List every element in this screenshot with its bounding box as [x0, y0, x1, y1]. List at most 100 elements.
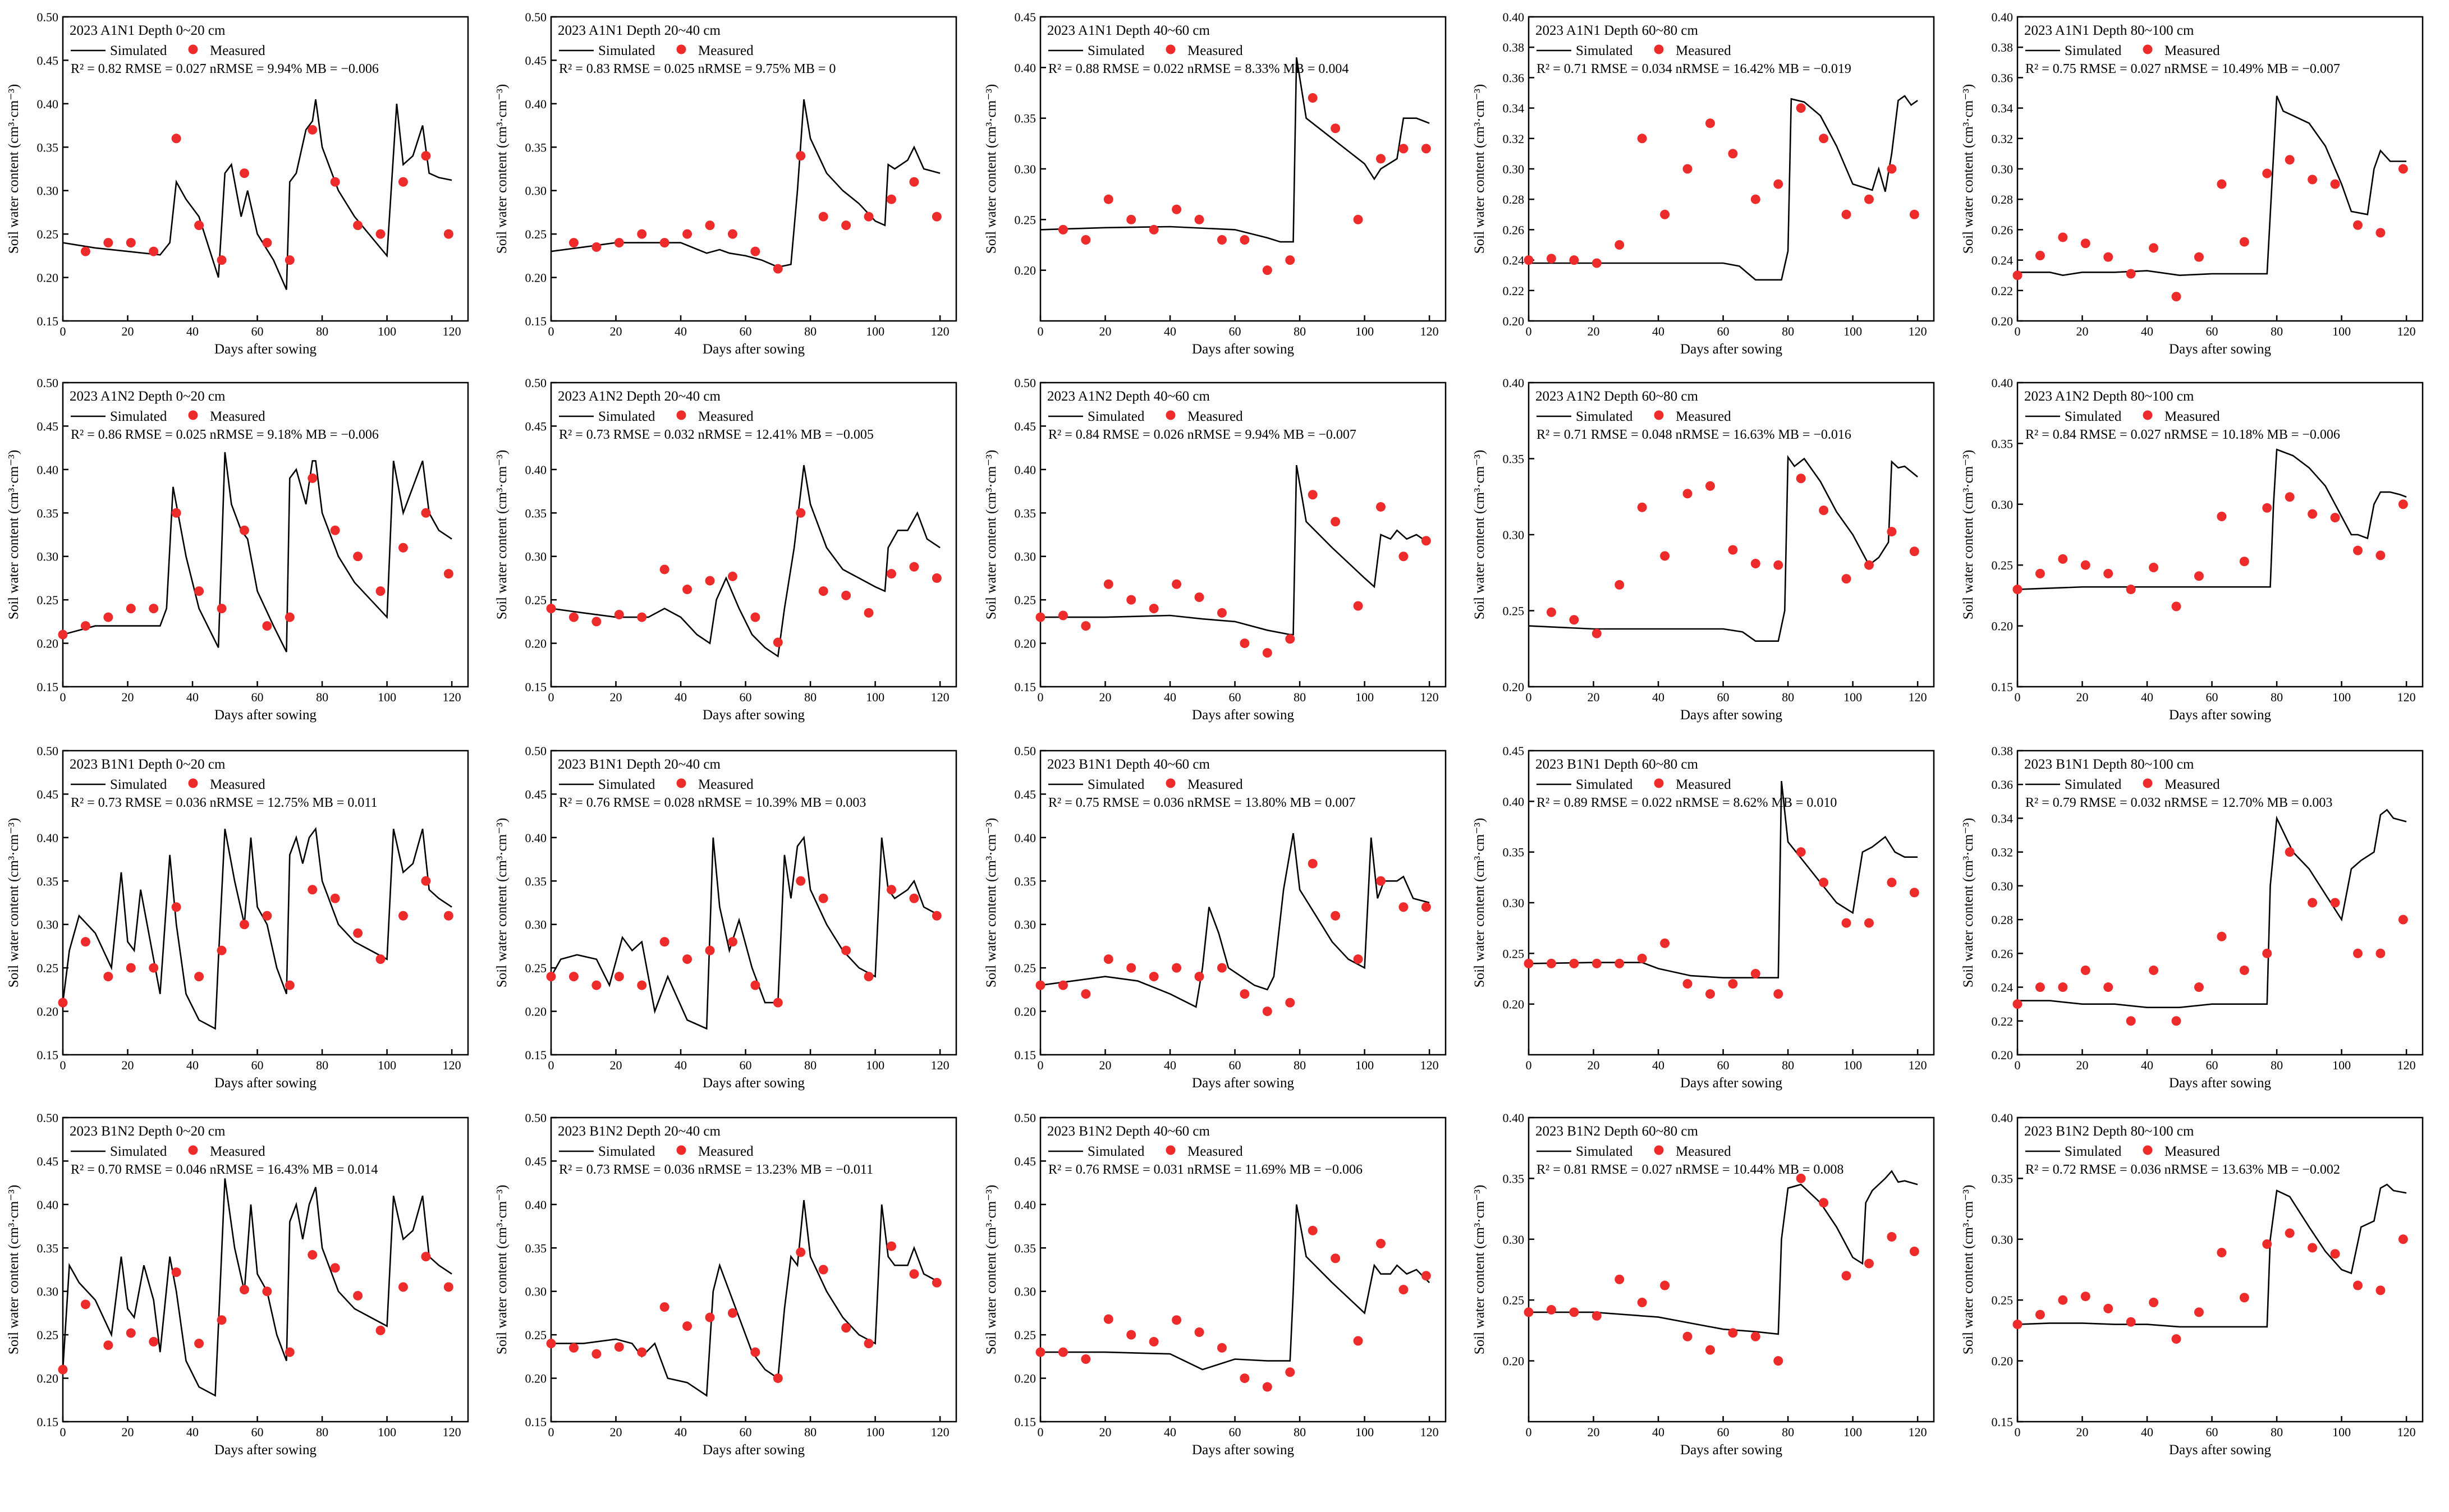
measured-point	[1035, 612, 1045, 622]
legend-simulated-label: Simulated	[1576, 409, 1633, 424]
x-tick-label: 20	[610, 690, 622, 704]
measured-point	[308, 1250, 318, 1260]
y-tick-label: 0.35	[1992, 436, 2014, 451]
measured-point	[796, 876, 806, 886]
y-tick-label: 0.28	[1992, 913, 2014, 927]
legend-simulated-label: Simulated	[1576, 43, 1633, 58]
x-tick-label: 120	[2397, 1425, 2416, 1439]
legend-measured-label: Measured	[1187, 409, 1243, 424]
y-tick-label: 0.50	[1015, 1111, 1037, 1125]
legend-measured-swatch	[1654, 778, 1664, 788]
y-tick-label: 0.30	[37, 918, 59, 932]
measured-point	[194, 586, 204, 596]
x-axis-title: Days after sowing	[1680, 342, 1782, 357]
y-tick-label: 0.30	[525, 550, 547, 564]
measured-point	[58, 998, 68, 1008]
measured-point	[909, 1269, 919, 1279]
x-tick-label: 80	[2271, 1425, 2283, 1439]
y-tick-label: 0.20	[37, 1005, 59, 1019]
measured-point	[614, 238, 624, 248]
chart-panel: 0.20 0.25 0.30 0.35 0.40 0.45 0 20 40 60 80 100 120 D…	[984, 10, 1447, 357]
chart-panel: 0.15 0.20 0.25 0.30 0.35 0.40 0.45 0.50 0 20 40 60 8…	[984, 376, 1447, 723]
measured-point	[2171, 292, 2181, 302]
panel-title: 2023 B1N2 Depth 40~60 cm	[1047, 1124, 1210, 1139]
plot-frame	[62, 382, 469, 688]
x-tick-label: 100	[1355, 1058, 1374, 1072]
y-tick-label: 0.20	[1503, 1354, 1525, 1368]
measured-point	[308, 125, 318, 135]
x-tick-label: 0	[60, 1425, 66, 1439]
legend-measured-label: Measured	[2164, 409, 2220, 424]
legend-measured-swatch	[188, 1145, 198, 1155]
x-tick-label: 0	[1526, 690, 1532, 704]
measured-point	[1637, 134, 1647, 144]
measured-point	[1592, 1311, 1602, 1321]
x-tick-label: 120	[931, 690, 950, 704]
y-tick-label: 0.30	[1015, 550, 1037, 564]
y-tick-label: 0.45	[1015, 787, 1037, 801]
measured-point	[1705, 481, 1715, 491]
measured-point	[330, 525, 340, 535]
x-tick-label: 100	[2332, 1058, 2351, 1072]
measured-point	[1149, 1337, 1159, 1347]
measured-point	[126, 963, 136, 973]
simulated-series-line	[2017, 1183, 2407, 1328]
legend-simulated-label: Simulated	[1576, 777, 1633, 792]
x-tick-label: 60	[251, 1425, 264, 1439]
measured-point	[1637, 1298, 1647, 1308]
measured-point	[568, 612, 579, 622]
x-tick-label: 40	[1164, 324, 1176, 338]
stats-annotation: R² = 0.71 RMSE = 0.048 nRMSE = 16.63% MB…	[1537, 428, 1851, 442]
x-tick-label: 20	[1588, 1425, 1600, 1439]
plot-frame	[1528, 1116, 1935, 1423]
chart-panel: 0.20 0.22 0.24 0.26 0.28 0.30 0.32 0.34 0.36 0.38…	[1472, 10, 1935, 357]
measured-point	[1058, 980, 1068, 990]
x-tick-label: 40	[2141, 1058, 2153, 1072]
y-tick-label: 0.35	[1992, 1171, 2014, 1185]
y-tick-label: 0.25	[1015, 961, 1037, 975]
measured-point	[796, 1247, 806, 1257]
y-tick-label: 0.35	[37, 1241, 59, 1255]
stats-annotation: R² = 0.71 RMSE = 0.034 nRMSE = 16.42% MB…	[1537, 62, 1851, 76]
y-tick-label: 0.35	[37, 874, 59, 888]
measured-point	[80, 246, 90, 256]
measured-point	[1864, 560, 1874, 570]
measured-point	[773, 637, 783, 647]
measured-point	[773, 1373, 783, 1384]
measured-point	[2375, 1285, 2386, 1295]
x-tick-label: 40	[1652, 1058, 1664, 1072]
x-tick-label: 120	[1420, 690, 1439, 704]
y-tick-label: 0.45	[525, 1154, 547, 1168]
measured-point	[727, 1308, 737, 1318]
measured-point	[398, 543, 408, 553]
y-tick-label: 0.25	[37, 961, 59, 975]
measured-point	[1081, 235, 1091, 245]
measured-point	[1682, 979, 1693, 989]
x-tick-label: 0	[1526, 1058, 1532, 1072]
y-tick-label: 0.20	[1503, 680, 1525, 694]
simulated-series-line	[1528, 781, 1918, 978]
x-tick-label: 120	[2397, 324, 2416, 338]
x-tick-label: 120	[1420, 1058, 1439, 1072]
measured-point	[546, 972, 556, 982]
stats-annotation: R² = 0.86 RMSE = 0.025 nRMSE = 9.18% MB …	[71, 428, 379, 442]
measured-point	[1750, 1331, 1760, 1341]
measured-point	[353, 220, 363, 231]
measured-point	[2375, 550, 2386, 560]
y-tick-label: 0.35	[525, 1241, 547, 1255]
x-tick-label: 0	[548, 1425, 554, 1439]
measured-point	[353, 928, 363, 938]
y-tick-label: 0.30	[1015, 162, 1037, 176]
measured-point	[2171, 1016, 2181, 1026]
measured-point	[2308, 174, 2318, 185]
measured-point	[421, 508, 431, 518]
measured-point	[1615, 580, 1625, 590]
y-tick-label: 0.50	[37, 744, 59, 758]
measured-point	[2058, 554, 2068, 564]
y-tick-label: 0.28	[1992, 192, 2014, 206]
x-tick-label: 20	[1588, 1058, 1600, 1072]
measured-point	[1353, 214, 1363, 224]
measured-point	[1103, 579, 1113, 589]
measured-point	[239, 525, 249, 535]
